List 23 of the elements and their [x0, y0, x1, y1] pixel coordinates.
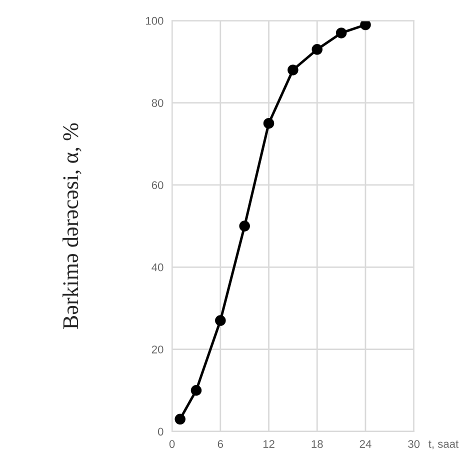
point [336, 28, 347, 38]
x-tick-label: 30 [408, 440, 420, 448]
y-tick-label: 80 [152, 99, 164, 107]
x-tick-label: 24 [360, 440, 372, 448]
point [360, 20, 371, 30]
y-tick-label: 0 [158, 428, 164, 436]
x-axis-title: t, saat [428, 440, 459, 450]
x-tick-label: 18 [312, 440, 323, 448]
point [174, 414, 186, 425]
x-tick-label: 12 [263, 440, 274, 448]
point [215, 315, 226, 326]
point [312, 44, 323, 55]
y-tick-label: 20 [152, 346, 164, 354]
y-tick-label: 100 [146, 16, 164, 25]
point [263, 118, 274, 129]
y-axis-title: Bərkimə dərəcəsi, α, % [62, 123, 82, 330]
x-tick-label: 6 [218, 440, 224, 448]
point [190, 385, 202, 396]
point [288, 64, 298, 76]
y-tick-label: 60 [152, 181, 164, 190]
x-tick-label: 0 [169, 440, 175, 448]
point [239, 220, 250, 232]
y-tick-label: 40 [152, 263, 164, 272]
